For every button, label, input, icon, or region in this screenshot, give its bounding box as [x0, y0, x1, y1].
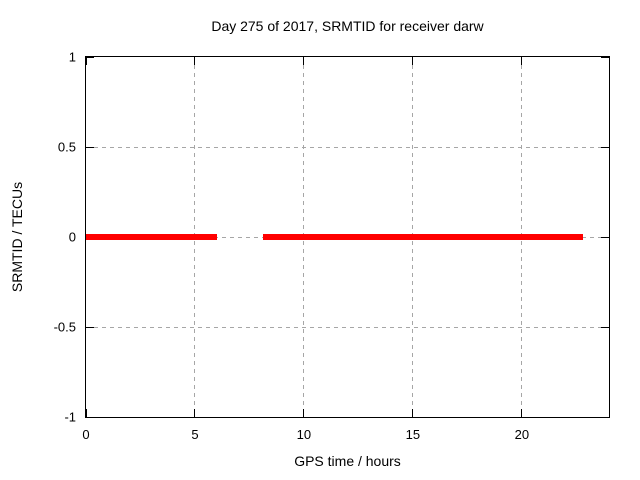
chart-title: Day 275 of 2017, SRMTID for receiver dar… — [211, 18, 484, 34]
y-tick-mark-right — [601, 326, 609, 328]
x-tick-label: 20 — [514, 427, 530, 442]
y-tick-mark-right — [601, 56, 609, 58]
x-tick-mark-top — [85, 57, 87, 65]
y-tick-label: 0 — [68, 229, 76, 245]
y-tick-label: 0.5 — [57, 139, 76, 155]
y-tick-mark — [86, 146, 94, 148]
y-tick-mark — [86, 56, 94, 58]
x-axis-label: GPS time / hours — [294, 453, 401, 469]
y-tick-label: -0.5 — [53, 319, 76, 335]
x-tick-mark-top — [521, 57, 523, 65]
x-tick-mark — [521, 409, 523, 417]
x-tick-mark — [194, 409, 196, 417]
x-tick-mark — [85, 409, 87, 417]
gridline-horizontal — [86, 326, 609, 328]
x-tick-label: 0 — [82, 427, 90, 442]
x-tick-mark-top — [412, 57, 414, 65]
y-tick-mark-right — [601, 416, 609, 418]
data-segment — [262, 234, 583, 240]
y-tick-mark-right — [601, 236, 609, 238]
x-tick-label: 5 — [191, 427, 199, 442]
x-tick-mark-top — [303, 57, 305, 65]
y-tick-label: -1 — [64, 409, 76, 425]
x-tick-mark — [412, 409, 414, 417]
y-tick-mark — [86, 416, 94, 418]
x-tick-mark-top — [194, 57, 196, 65]
data-segment — [86, 234, 217, 240]
plot-area — [85, 56, 610, 418]
gridline-horizontal — [86, 146, 609, 148]
x-tick-mark — [303, 409, 305, 417]
y-tick-mark — [86, 326, 94, 328]
x-tick-label: 15 — [405, 427, 421, 442]
x-tick-label: 10 — [296, 427, 312, 442]
y-tick-label: 1 — [68, 49, 76, 65]
y-tick-mark-right — [601, 146, 609, 148]
